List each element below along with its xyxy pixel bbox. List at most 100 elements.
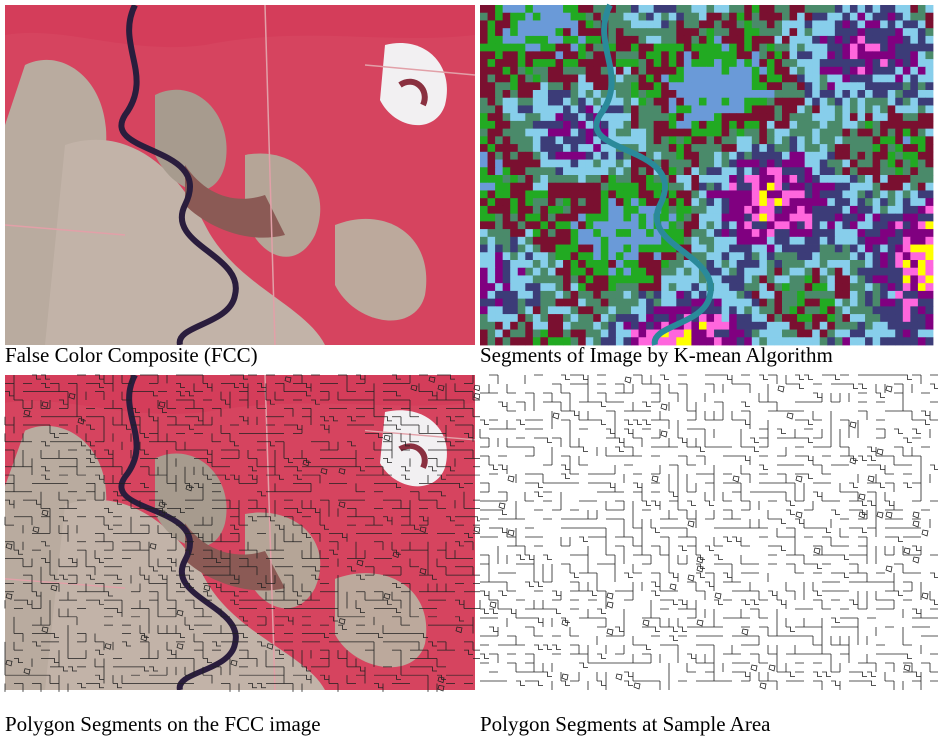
segment-cell [774, 105, 782, 113]
segment-cell [556, 198, 564, 206]
segment-cell [820, 152, 828, 160]
segment-cell [556, 160, 564, 168]
segment-cell [707, 314, 715, 322]
segment-cell [722, 152, 730, 160]
segment-cell [903, 51, 911, 59]
segment-cell [616, 98, 624, 106]
segment-cell [858, 36, 866, 44]
segment-cell [858, 306, 866, 314]
segment-cell [873, 260, 881, 268]
segment-cell [812, 175, 820, 183]
segment-cell [676, 90, 684, 98]
segment-cell [812, 28, 820, 36]
segment-cell [729, 299, 737, 307]
segment-cell [842, 291, 850, 299]
segment-cell [518, 283, 526, 291]
segment-cell [540, 129, 548, 137]
segment-cell [880, 67, 888, 75]
segment-cell [827, 198, 835, 206]
segment-cell [676, 5, 684, 13]
segment-cell [873, 330, 881, 338]
segment-cell [805, 299, 813, 307]
segment-cell [729, 322, 737, 330]
segment-cell [503, 90, 511, 98]
segment-cell [586, 275, 594, 283]
segment-cell [593, 36, 601, 44]
segment-cell [707, 322, 715, 330]
segment-cell [623, 167, 631, 175]
segment-cell [737, 20, 745, 28]
segment-cell [593, 167, 601, 175]
segment-cell [707, 59, 715, 67]
segment-cell [827, 105, 835, 113]
segment-cell [578, 221, 586, 229]
segment-cell [774, 13, 782, 21]
segment-cell [774, 136, 782, 144]
segment-cell [759, 13, 767, 21]
segment-cell [548, 260, 556, 268]
segment-cell [722, 190, 730, 198]
segment-cell [488, 275, 496, 283]
segment-cell [888, 98, 896, 106]
segment-cell [873, 98, 881, 106]
segment-cell [774, 129, 782, 137]
segment-cell [805, 283, 813, 291]
segment-cell [684, 283, 692, 291]
segment-cell [850, 98, 858, 106]
segment-cell [623, 314, 631, 322]
segment-cell [586, 90, 594, 98]
segment-cell [480, 291, 488, 299]
segment-cell [623, 198, 631, 206]
segment-cell [737, 13, 745, 21]
segment-cell [895, 214, 903, 222]
segment-cell [820, 314, 828, 322]
segment-cell [850, 337, 858, 345]
segment-cell [820, 44, 828, 52]
segment-cell [850, 167, 858, 175]
segment-cell [548, 291, 556, 299]
segment-cell [676, 13, 684, 21]
segment-cell [571, 322, 579, 330]
segment-cell [646, 322, 654, 330]
segment-cell [548, 314, 556, 322]
segment-cell [608, 268, 616, 276]
segment-cell [586, 75, 594, 83]
segment-cell [480, 167, 488, 175]
segment-cell [646, 330, 654, 338]
segment-cell [805, 330, 813, 338]
segment-cell [563, 28, 571, 36]
segment-cell [714, 121, 722, 129]
segment-cell [631, 113, 639, 121]
segment-cell [790, 90, 798, 98]
segment-cell [601, 283, 609, 291]
segment-cell [888, 190, 896, 198]
segment-cell [880, 214, 888, 222]
segment-cell [571, 105, 579, 113]
segment-cell [858, 167, 866, 175]
segment-cell [790, 121, 798, 129]
segment-cell [827, 260, 835, 268]
segment-cell [586, 160, 594, 168]
segment-cell [631, 67, 639, 75]
segment-cell [540, 221, 548, 229]
segment-cell [835, 28, 843, 36]
segment-cell [639, 229, 647, 237]
segment-cell [556, 121, 564, 129]
segment-cell [880, 5, 888, 13]
segment-cell [548, 13, 556, 21]
segment-cell [488, 322, 496, 330]
segment-cell [903, 275, 911, 283]
segment-cell [518, 13, 526, 21]
segment-cell [835, 105, 843, 113]
segment-cell [684, 20, 692, 28]
segment-cell [563, 314, 571, 322]
segment-cell [918, 28, 926, 36]
segment-cell [805, 105, 813, 113]
segment-cell [601, 314, 609, 322]
segment-cell [639, 237, 647, 245]
segment-cell [812, 36, 820, 44]
segment-cell [669, 283, 677, 291]
segment-cell [631, 13, 639, 21]
segment-cell [737, 221, 745, 229]
segment-cell [759, 28, 767, 36]
